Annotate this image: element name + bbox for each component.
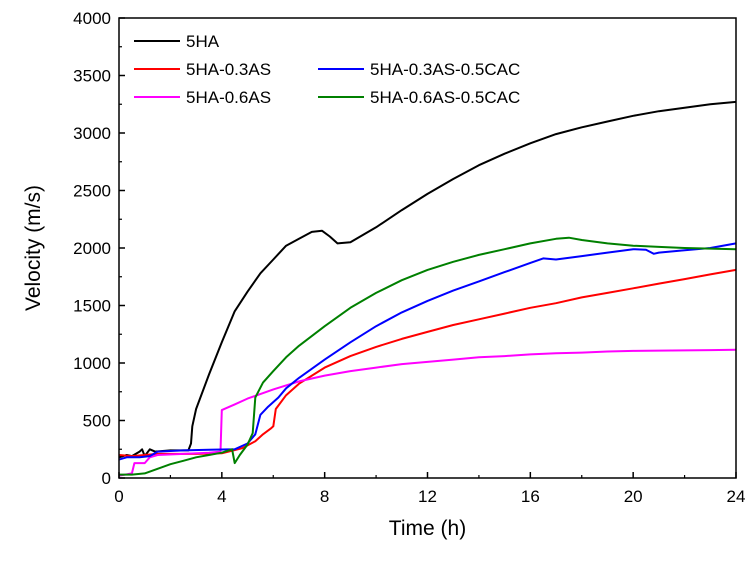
series-line-2 (118, 348, 737, 477)
ticks-layer: 0 4 8 12 16 20 24 0 500 1000 1500 2000 2500 3000 3500 4… (73, 9, 745, 506)
x-tick-label: 20 (624, 487, 643, 506)
series-line-4 (119, 236, 737, 476)
y-axis-title: Velocity (m/s) (22, 185, 45, 311)
x-tick-label: 0 (114, 487, 123, 506)
legend-label-4: 5HA-0.6AS-0.5CAC (370, 88, 520, 107)
x-tick-label: 24 (727, 487, 746, 506)
y-tick-label: 2000 (73, 239, 111, 258)
y-tick-label: 4000 (73, 9, 111, 28)
x-axis-title: Time (h) (389, 517, 466, 540)
legend-label-2: 5HA-0.6AS (186, 88, 271, 107)
x-tick-label: 12 (418, 487, 437, 506)
legend-label-1: 5HA-0.3AS (186, 60, 271, 79)
x-tick-label: 4 (217, 487, 226, 506)
y-tick-label: 3000 (73, 124, 111, 143)
y-tick-label: 1500 (73, 297, 111, 316)
series-line-1 (118, 268, 737, 458)
y-tick-label: 1000 (73, 354, 111, 373)
x-tick-label: 8 (320, 487, 329, 506)
legend: 5HA 5HA-0.3AS 5HA-0.6AS 5HA-0.3AS-0.5CAC 5HA… (134, 32, 520, 107)
y-tick-label: 2500 (73, 182, 111, 201)
series-line-0 (118, 100, 737, 459)
y-tick-label: 0 (102, 469, 111, 488)
y-tick-label: 3500 (73, 67, 111, 86)
legend-label-3: 5HA-0.3AS-0.5CAC (370, 60, 520, 79)
y-tick-label: 500 (83, 412, 111, 431)
series-line-3 (118, 242, 737, 461)
plot-frame (118, 17, 737, 479)
x-tick-label: 16 (521, 487, 540, 506)
series-layer (118, 100, 737, 477)
legend-label-0: 5HA (186, 32, 220, 51)
